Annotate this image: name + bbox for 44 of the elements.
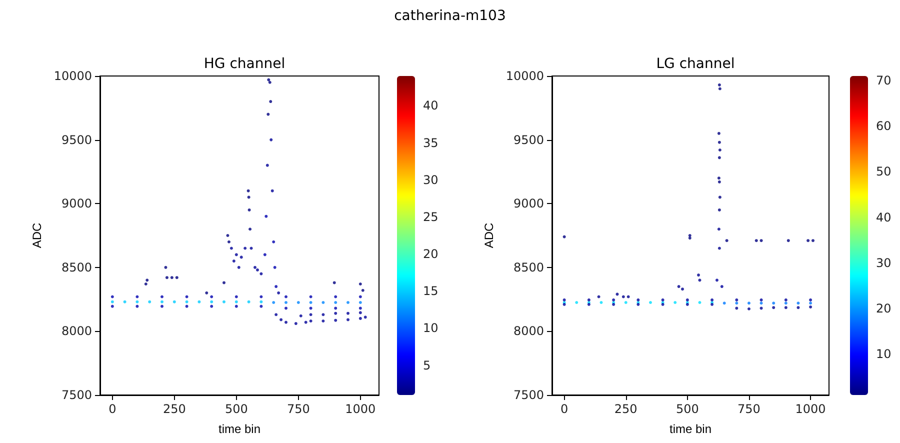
y-tick-label: 9000 [61,196,92,211]
y-tick-label: 7500 [61,388,92,402]
color-bar-label: 50 [876,164,892,179]
color-bar-label: 10 [876,346,892,361]
color-bar-label: 30 [423,172,438,187]
x-tick-label: 1000 [345,402,376,416]
y-tick-label: 9500 [61,132,92,147]
y-tick-label: 9500 [513,132,544,147]
x-tick-label: 750 [738,402,760,416]
color-bar-label: 10 [423,321,438,336]
color-bar-label: 40 [876,210,892,224]
x-tick-label: 1000 [795,402,826,416]
chart-title: HG channel [204,56,286,72]
color-bar-label: 70 [876,74,892,88]
y-axis-title: ADC [482,222,496,248]
color-bar-label: 30 [876,256,892,270]
color-bar-label: 15 [423,284,438,298]
y-tick-label: 9000 [513,196,544,211]
x-axis-title: time bin [218,422,261,436]
x-tick-label: 500 [676,402,699,416]
x-axis-title: time bin [669,422,712,436]
y-tick-label: 8000 [61,324,92,338]
y-tick-label: 8500 [61,260,92,274]
x-tick-label: 0 [560,402,568,416]
color-bar-label: 25 [423,210,438,224]
text: catherina-m103 [393,8,507,24]
x-tick-label: 0 [108,402,116,416]
color-bar-label: 60 [876,119,892,134]
y-tick-label: 10000 [54,69,92,83]
y-axis-title: ADC [30,222,44,248]
x-tick-label: 500 [224,402,248,416]
y-tick-label: 7500 [513,388,544,402]
color-bar-label: 35 [423,136,438,150]
y-tick-label: 8000 [513,324,544,338]
y-tick-label: 8500 [513,260,544,274]
x-tick-label: 750 [286,402,310,416]
color-bar-label: 5 [423,358,431,372]
x-tick-label: 250 [162,402,186,416]
y-tick-label: 10000 [506,69,544,83]
color-bar-label: 40 [423,98,438,113]
chart-title: LG channel [656,56,735,72]
x-tick-label: 250 [614,402,638,416]
color-bar-label: 20 [423,247,438,262]
color-bar-label: 20 [876,301,892,316]
